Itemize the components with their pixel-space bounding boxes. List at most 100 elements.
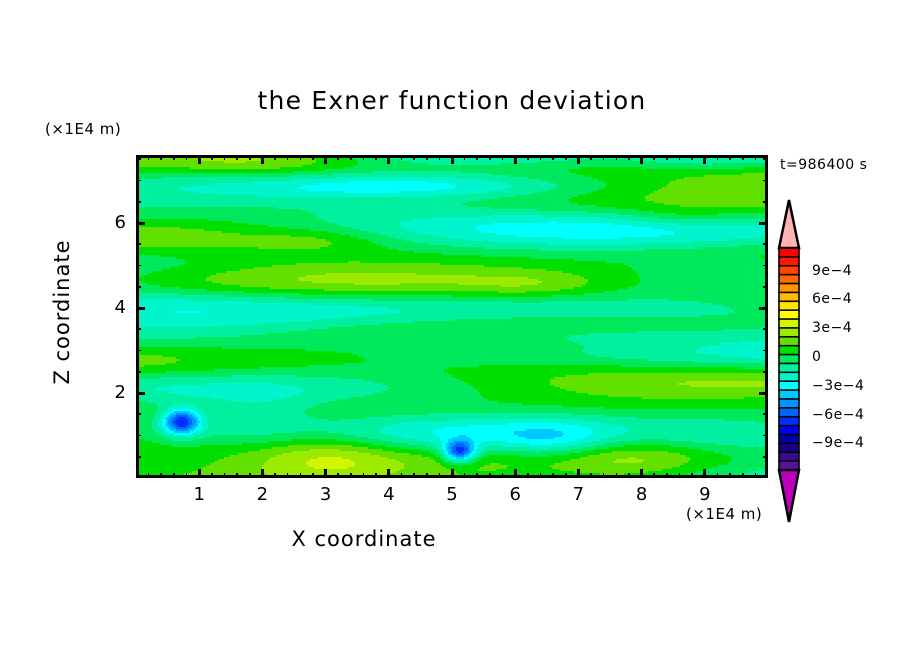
axis-tick xyxy=(400,155,403,160)
axis-tick xyxy=(763,328,768,331)
axis-tick xyxy=(703,155,707,164)
axis-tick xyxy=(136,370,141,373)
z-axis-unit-label: (×1E4 m) xyxy=(45,120,122,138)
axis-tick xyxy=(274,155,276,160)
axis-tick xyxy=(716,473,719,478)
colorbar-swatch xyxy=(778,433,800,445)
colorbar-tick-label: −9e−4 xyxy=(812,435,865,452)
axis-tick xyxy=(425,155,428,160)
timestamp-label: t=986400 s xyxy=(780,157,868,173)
colorbar-swatch xyxy=(778,336,800,348)
axis-tick xyxy=(387,469,391,478)
axis-tick xyxy=(450,469,454,478)
axis-tick xyxy=(763,264,768,267)
axis-tick xyxy=(539,155,542,160)
axis-tick xyxy=(703,469,707,478)
axis-tick-label: 2 xyxy=(114,382,126,403)
colorbar-swatch xyxy=(778,291,800,303)
axis-tick xyxy=(763,200,768,203)
axis-tick xyxy=(628,473,630,478)
colorbar-swatch xyxy=(777,199,801,250)
axis-tick xyxy=(136,200,141,203)
axis-tick-label: 3 xyxy=(319,484,332,505)
axis-tick xyxy=(299,473,302,478)
axis-tick xyxy=(640,469,644,478)
colorbar-swatch xyxy=(777,468,801,523)
colorbar-tick-label: −3e−4 xyxy=(812,377,865,394)
colorbar-swatch xyxy=(778,424,800,436)
axis-tick xyxy=(763,455,768,458)
axis-tick xyxy=(299,155,302,160)
contour-plot-field xyxy=(136,155,768,478)
colorbar-swatch xyxy=(778,407,800,419)
axis-tick xyxy=(602,155,605,160)
axis-tick xyxy=(628,155,630,160)
axis-tick xyxy=(463,155,466,160)
axis-tick xyxy=(576,155,580,164)
axis-tick xyxy=(666,473,668,478)
axis-tick xyxy=(513,469,517,478)
axis-tick xyxy=(413,155,415,160)
x-axis-label: X coordinate xyxy=(291,527,437,551)
axis-tick xyxy=(197,469,201,478)
axis-tick xyxy=(136,349,141,352)
axis-tick xyxy=(211,155,213,160)
axis-tick xyxy=(312,155,314,160)
axis-tick xyxy=(759,391,768,395)
axis-tick xyxy=(763,349,768,352)
axis-tick xyxy=(136,413,141,416)
axis-tick xyxy=(400,473,403,478)
colorbar-swatch xyxy=(778,256,800,268)
colorbar-swatch xyxy=(778,300,800,312)
axis-tick xyxy=(754,155,757,160)
axis-tick xyxy=(337,155,340,160)
colorbar-swatch xyxy=(778,353,800,365)
axis-tick xyxy=(362,155,365,160)
axis-tick xyxy=(223,155,226,160)
axis-tick xyxy=(260,469,264,478)
axis-tick-label: 8 xyxy=(635,484,648,505)
axis-tick xyxy=(489,473,491,478)
colorbar-tick-label: −6e−4 xyxy=(812,406,865,423)
axis-tick xyxy=(653,155,656,160)
axis-tick-label: 4 xyxy=(383,484,395,505)
axis-tick xyxy=(350,155,352,160)
axis-tick xyxy=(324,469,328,478)
axis-tick xyxy=(260,155,264,164)
axis-tick xyxy=(653,473,656,478)
axis-tick xyxy=(223,473,226,478)
axis-tick-label: 2 xyxy=(256,484,269,505)
colorbar-swatch xyxy=(778,309,800,321)
axis-tick xyxy=(387,155,391,164)
colorbar-swatch xyxy=(778,380,800,392)
axis-tick xyxy=(324,155,328,164)
colorbar-swatch xyxy=(778,282,800,294)
axis-tick xyxy=(136,221,145,225)
axis-tick xyxy=(136,285,141,288)
axis-tick xyxy=(136,391,145,395)
colorbar-swatch xyxy=(778,318,800,330)
axis-tick xyxy=(375,155,377,160)
colorbar-swatch xyxy=(778,264,800,277)
axis-tick xyxy=(425,473,428,478)
colorbar-swatch xyxy=(778,451,800,463)
axis-tick xyxy=(513,155,517,164)
axis-tick xyxy=(248,473,251,478)
axis-tick xyxy=(173,155,175,160)
axis-tick xyxy=(763,413,768,416)
axis-tick xyxy=(248,155,251,160)
colorbar-swatch xyxy=(778,442,800,454)
axis-tick-label: 5 xyxy=(446,484,458,505)
colorbar-swatch xyxy=(778,415,800,428)
axis-tick xyxy=(286,155,289,160)
axis-tick xyxy=(754,473,757,478)
axis-tick xyxy=(716,155,719,160)
axis-tick xyxy=(136,434,141,437)
axis-tick xyxy=(136,328,141,331)
colorbar-swatch xyxy=(778,362,800,374)
axis-tick xyxy=(741,473,744,478)
axis-tick xyxy=(729,155,731,160)
axis-tick xyxy=(413,473,415,478)
axis-tick xyxy=(501,155,504,160)
axis-tick xyxy=(362,473,365,478)
